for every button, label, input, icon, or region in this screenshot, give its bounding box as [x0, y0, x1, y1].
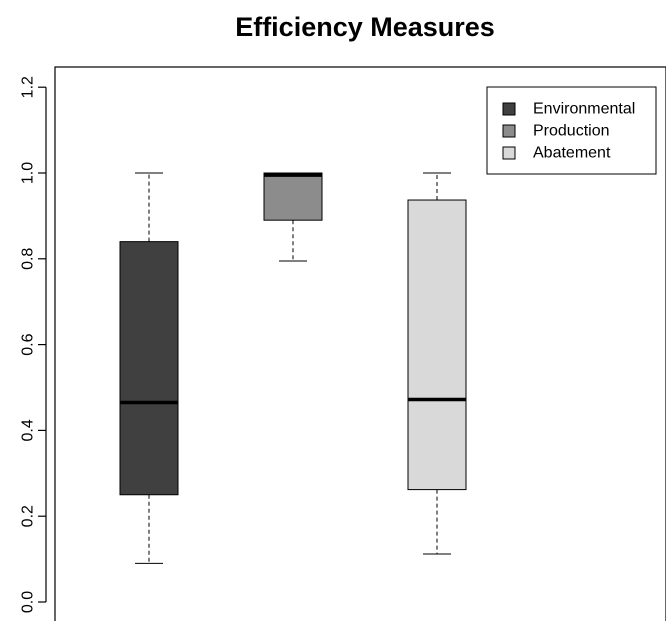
legend: Environmental Production Abatement	[486, 86, 657, 175]
y-tick-label: 1.0	[20, 162, 37, 184]
box-abatement	[407, 172, 467, 555]
y-tick-label: 0.0	[20, 591, 37, 613]
legend-label: Environmental	[533, 101, 635, 118]
iqr-box	[407, 199, 467, 491]
y-axis: 0.0 0.2 0.4 0.6 0.8 1.0 1.2	[20, 76, 47, 613]
box-environmental	[119, 172, 179, 564]
legend-swatch	[502, 124, 516, 138]
y-tick-label: 0.6	[20, 333, 37, 355]
iqr-box	[263, 172, 323, 221]
box-production	[263, 172, 323, 262]
y-tick-label: 0.2	[20, 505, 37, 527]
boxes-group	[119, 172, 467, 564]
plot-area-frame	[54, 66, 666, 621]
y-tick-label: 0.8	[20, 248, 37, 270]
y-tick-label: 1.2	[20, 76, 37, 98]
y-tick-label: 0.4	[20, 419, 37, 441]
legend-swatch	[502, 146, 516, 160]
legend-swatch	[502, 102, 516, 116]
legend-label: Production	[533, 123, 610, 140]
iqr-box	[119, 241, 179, 496]
chart-title: Efficiency Measures	[235, 12, 495, 42]
legend-label: Abatement	[533, 145, 611, 162]
